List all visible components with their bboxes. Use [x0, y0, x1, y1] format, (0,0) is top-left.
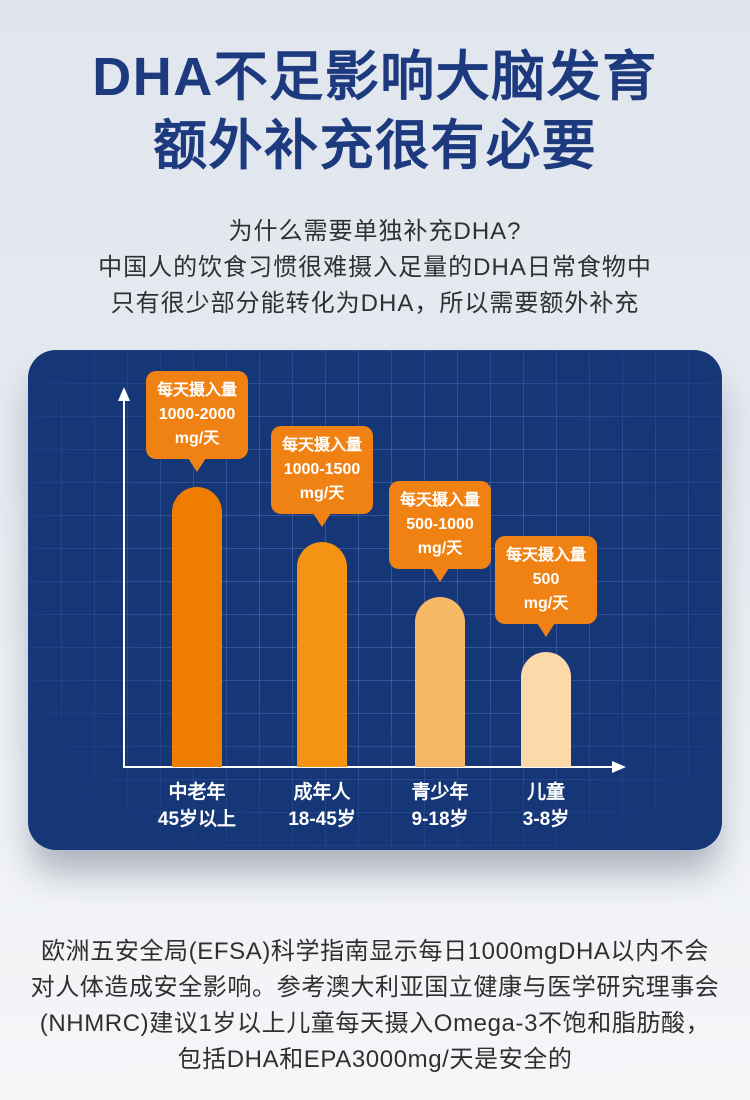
y-axis-arrow: [118, 387, 130, 401]
callout-unit: mg/天: [174, 430, 220, 447]
category-name: 成年人: [293, 782, 351, 803]
bar-chart: 每天摄入量 1000-2000 mg/天中老年 45岁以上 每天摄入量 1000-1500…: [28, 350, 722, 850]
footnote-line: 包括DHA和EPA3000mg/天是安全的: [177, 1046, 573, 1073]
category-label: 儿童 3-8岁: [486, 779, 606, 833]
headline: DHA不足影响大脑发育 额外补充很有必要: [0, 43, 750, 181]
intake-callout: 每天摄入量 500-1000 mg/天: [389, 481, 491, 582]
category-age-range: 45岁以上: [157, 809, 237, 830]
callout-title: 每天摄入量: [505, 547, 586, 564]
chart-card: 每天摄入量 1000-2000 mg/天中老年 45岁以上 每天摄入量 1000-1500…: [28, 350, 722, 850]
intro-line: 只有很少部分能转化为DHA，所以需要额外补充: [110, 290, 640, 317]
intake-callout: 每天摄入量 500 mg/天: [495, 536, 597, 637]
intro-question: 为什么需要单独补充DHA?: [228, 218, 522, 245]
footnote-line: (NHMRC)建议1岁以上儿童每天摄入Omega-3不饱和脂肪酸，: [39, 1010, 711, 1037]
intake-bar: [297, 542, 347, 767]
x-axis-arrow: [612, 761, 626, 773]
category-age-range: 9-18岁: [411, 809, 469, 830]
intake-callout: 每天摄入量 1000-2000 mg/天: [146, 371, 248, 472]
intake-bar: [172, 487, 222, 767]
headline-line: 额外补充很有必要: [153, 116, 597, 176]
intake-bar: [415, 597, 465, 767]
callout-unit: mg/天: [299, 485, 345, 502]
intro-line: 中国人的饮食习惯很难摄入足量的DHA日常食物中: [98, 254, 652, 281]
callout-value: 500-1000: [406, 516, 474, 533]
category-label: 成年人 18-45岁: [262, 779, 382, 833]
chart-axes: [118, 387, 626, 773]
footnote-line: 对人体造成安全影响。参考澳大利亚国立健康与医学研究理事会: [30, 974, 720, 1001]
callout-unit: mg/天: [523, 595, 569, 612]
callout-value: 500: [532, 571, 560, 588]
category-label: 中老年 45岁以上: [137, 779, 257, 833]
category-label: 青少年 9-18岁: [380, 779, 500, 833]
category-age-range: 3-8岁: [522, 809, 570, 830]
intake-callout: 每天摄入量 1000-1500 mg/天: [271, 426, 373, 527]
category-name: 儿童: [526, 782, 565, 803]
callout-value: 1000-1500: [283, 461, 361, 478]
intro-text: 为什么需要单独补充DHA? 中国人的饮食习惯很难摄入足量的DHA日常食物中 只有…: [0, 214, 750, 322]
footnote: 欧洲五安全局(EFSA)科学指南显示每日1000mgDHA以内不会 对人体造成安…: [0, 934, 750, 1078]
category-name: 青少年: [411, 782, 469, 803]
intake-bar: [521, 652, 571, 767]
callout-title: 每天摄入量: [156, 382, 237, 399]
callout-title: 每天摄入量: [281, 437, 362, 454]
callout-value: 1000-2000: [158, 406, 236, 423]
headline-line: DHA不足影响大脑发育: [92, 47, 658, 107]
footnote-line: 欧洲五安全局(EFSA)科学指南显示每日1000mgDHA以内不会: [41, 938, 709, 965]
callout-unit: mg/天: [417, 540, 463, 557]
callout-title: 每天摄入量: [399, 492, 480, 509]
category-age-range: 18-45岁: [288, 809, 356, 830]
category-name: 中老年: [168, 782, 226, 803]
